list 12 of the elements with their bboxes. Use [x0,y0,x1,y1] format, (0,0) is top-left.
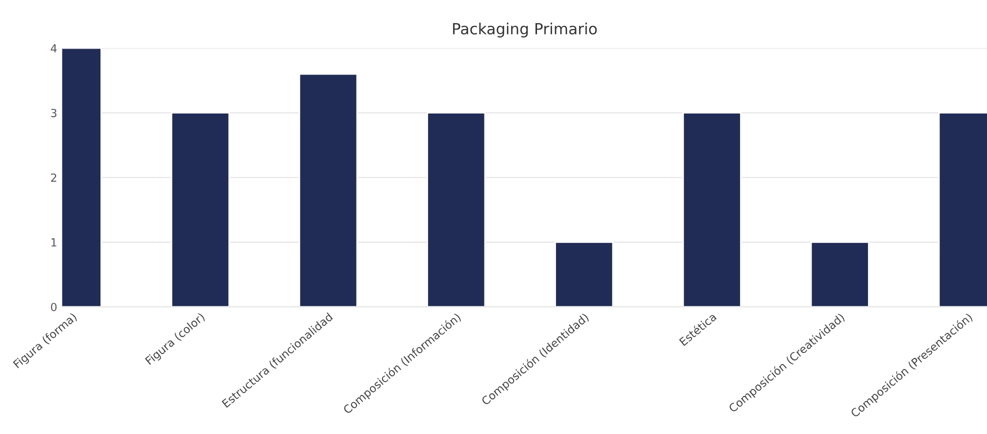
chart-title: Packaging Primario [453,22,597,38]
bar [810,241,870,307]
y-tick-label: 1 [51,238,56,246]
y-tick-label: 0 [50,302,57,312]
bar [426,112,486,307]
y-tick-label: 4 [50,44,57,52]
y-tick-label: 3 [51,108,56,118]
bar [682,112,742,307]
bar [298,73,358,307]
y-tick-label: 2 [51,173,56,182]
bar [554,241,614,307]
bar [170,112,230,307]
